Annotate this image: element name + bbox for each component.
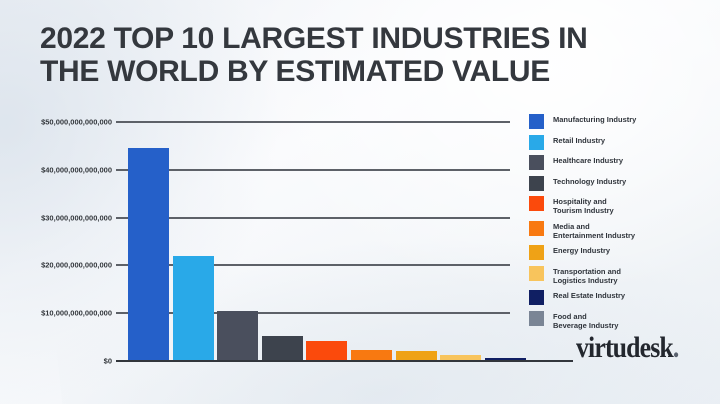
bar-healthcare-industry [217,310,259,361]
virtudesk-logo-text: virtudesk [576,331,674,364]
virtudesk-logo: virtudesk. [576,331,679,365]
bar-manufacturing-industry [128,148,169,361]
legend-swatch [529,220,544,236]
legend-item-healthcare-industry: Healthcare Industry [529,155,709,170]
y-axis-tick-label: $50,000,000,000,000 [41,117,112,127]
legend-swatch [529,134,544,150]
legend-label: Healthcare Industry [553,156,624,165]
legend-swatch [529,155,544,170]
bar-retail-industry [172,255,214,361]
legend-label: Real Estate Industry [553,291,626,300]
legend-swatch [529,175,544,191]
y-axis-tick-label: $30,000,000,000,000 [41,213,112,223]
legend-swatch [529,310,544,326]
legend-item-transportation-and-logistics-industry: Transportation and Logistics Industry [529,265,709,285]
gridline [116,168,510,171]
gridline [116,121,510,123]
legend-swatch [529,265,544,281]
bar-technology-industry [261,336,303,361]
legend-item-technology-industry: Technology Industry [529,175,709,191]
virtudesk-logo-dot: . [672,331,679,364]
chart-legend: Manufacturing Industry Retail Industry Hea… [529,114,709,330]
legend-label: Transportation and Logistics Industry [553,266,621,285]
bar-transportation-and-logistics-industry [440,355,482,361]
legend-item-hospitality-and-tourism-industry: Hospitality and Tourism Industry [529,196,709,215]
legend-item-retail-industry: Retail Industry [529,134,709,150]
page-title-line1: 2022 TOP 10 LARGEST INDUSTRIES IN [40,22,588,55]
legend-item-food-and-beverage-industry: Food and Beverage Industry [529,310,709,330]
legend-item-manufacturing-industry: Manufacturing Industry [529,114,709,129]
y-axis-tick-label: $0 [103,356,112,366]
legend-item-energy-industry: Energy Industry [529,245,709,260]
bar-media-and-entertainment-industry [351,350,392,361]
bar-hospitality-and-tourism-industry [306,340,348,361]
legend-item-media-and-entertainment-industry: Media and Entertainment Industry [529,220,709,240]
legend-label: Retail Industry [553,135,606,145]
legend-label: Technology Industry [553,176,627,186]
legend-swatch [529,290,544,305]
gridline [116,216,510,219]
page-title-line2: THE WORLD BY ESTIMATED VALUE [40,55,550,88]
legend-label: Food and Beverage Industry [553,311,619,330]
gridline [116,264,510,267]
legend-label: Media and Entertainment Industry [553,221,636,240]
legend-item-real-estate-industry: Real Estate Industry [529,290,709,305]
legend-label: Hospitality and Tourism Industry [553,197,614,215]
x-axis-line [116,359,573,362]
y-axis-tick-label: $10,000,000,000,000 [41,308,112,318]
y-axis-tick-label: $20,000,000,000,000 [41,260,112,270]
gridline [116,312,510,315]
legend-label: Manufacturing Industry [553,115,637,124]
bar-energy-industry [395,351,437,361]
y-axis-tick-label: $40,000,000,000,000 [41,165,112,175]
legend-swatch [529,245,544,260]
page-title: 2022 TOP 10 LARGEST INDUSTRIES IN THE WOR… [40,22,700,88]
legend-label: Energy Industry [553,246,611,255]
legend-swatch [529,114,544,129]
legend-swatch [529,196,544,211]
